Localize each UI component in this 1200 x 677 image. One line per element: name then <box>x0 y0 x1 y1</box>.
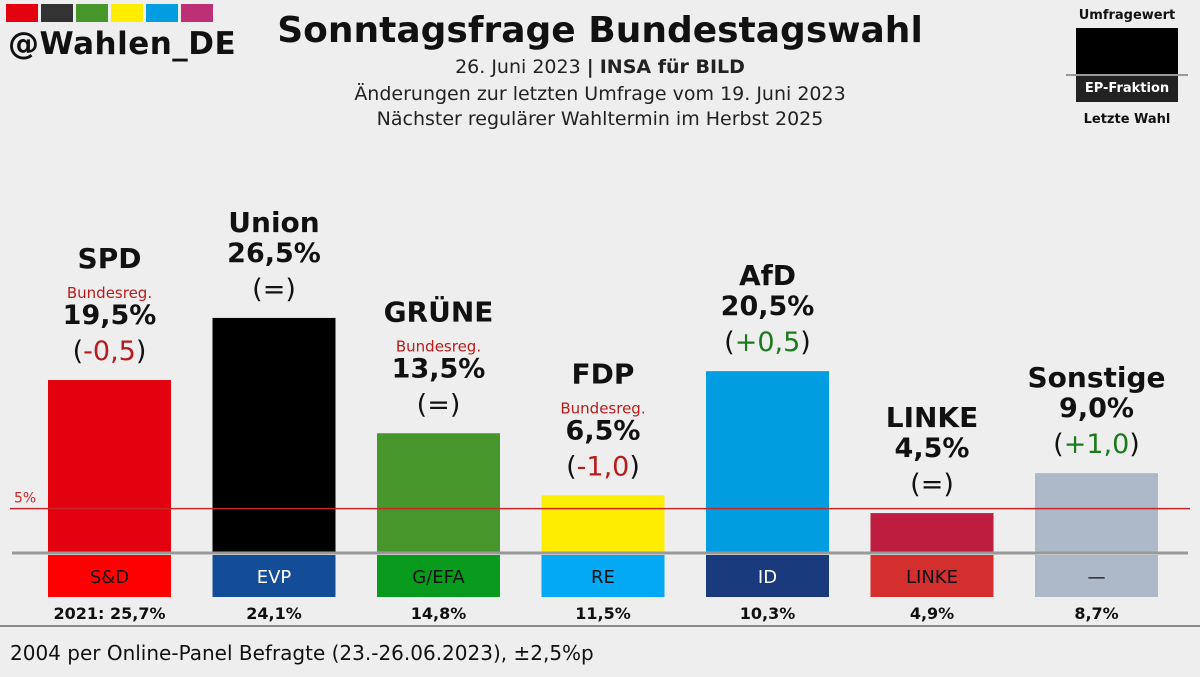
bar-0 <box>48 380 171 553</box>
party-name: LINKE <box>886 401 979 434</box>
bar-2 <box>377 433 500 553</box>
legend-last-election-label: Letzte Wahl <box>1083 112 1171 127</box>
sample-info: 2004 per Online-Panel Befragte (23.-26.0… <box>10 641 594 665</box>
poll-date-line: 26. Juni 2023 | INSA für BILD <box>0 56 1200 78</box>
bar-5 <box>870 513 994 553</box>
legend-divider <box>1066 74 1188 76</box>
change-label: (-0,5) <box>73 336 147 367</box>
brand-stripe <box>111 4 143 22</box>
ep-group-box <box>48 555 171 597</box>
bar-1 <box>212 317 336 553</box>
value-label: 20,5% <box>721 291 815 322</box>
brand-stripe <box>41 4 73 22</box>
government-label: Bundesreg. <box>396 337 481 355</box>
change-label: (=) <box>910 469 954 500</box>
ep-group-box <box>541 555 665 597</box>
value-label: 6,5% <box>566 415 641 446</box>
separator: | <box>586 56 594 78</box>
legend-ep-group-label: EP-Fraktion <box>1076 76 1178 102</box>
last-election-label: 2021: 25,7% <box>53 604 165 623</box>
last-election-label: 4,9% <box>910 604 954 623</box>
ep-group-box <box>706 555 829 597</box>
value-label: 13,5% <box>392 353 486 384</box>
change-label: (+1,0) <box>1053 429 1140 460</box>
change-label: (+0,5) <box>724 327 811 358</box>
ep-group-label: S&D <box>90 567 129 588</box>
footer: 2004 per Online-Panel Befragte (23.-26.0… <box>0 625 1200 677</box>
value-label: 19,5% <box>63 300 157 331</box>
brand-color-stripes <box>6 4 213 22</box>
government-label: Bundesreg. <box>67 284 152 302</box>
last-election-label: 8,7% <box>1074 604 1118 623</box>
legend-bar-swatch <box>1076 28 1178 74</box>
brand-stripe <box>146 4 178 22</box>
brand-stripe <box>76 4 108 22</box>
ep-group-box <box>212 555 336 597</box>
last-election-label: 14,8% <box>411 604 467 623</box>
account-handle: @Wahlen_DE <box>8 26 237 62</box>
ep-group-label: EVP <box>257 567 292 588</box>
bar-6 <box>1035 473 1158 553</box>
ep-group-box <box>1035 555 1158 597</box>
party-name: FDP <box>572 357 635 390</box>
change-label: (-1,0) <box>566 451 640 482</box>
change-label: (=) <box>252 274 296 305</box>
bar-4 <box>706 371 829 553</box>
poll-date: 26. Juni 2023 <box>455 56 581 78</box>
change-label: (=) <box>417 389 461 420</box>
value-label: 26,5% <box>227 238 321 269</box>
party-name: Union <box>228 206 319 239</box>
ep-group-label: ID <box>758 567 777 588</box>
bar-3 <box>541 495 665 553</box>
party-name: GRÜNE <box>384 294 494 328</box>
threshold-label: 5% <box>14 491 36 507</box>
poll-institute: INSA für BILD <box>599 56 745 78</box>
ep-group-box <box>870 555 994 597</box>
ep-group-box <box>377 555 500 597</box>
government-label: Bundesreg. <box>560 399 645 417</box>
last-election-label: 24,1% <box>246 604 302 623</box>
legend-poll-value-label: Umfragewert <box>1078 8 1176 23</box>
party-name: SPD <box>78 242 142 275</box>
last-election-label: 10,3% <box>740 604 796 623</box>
party-name: AfD <box>739 259 796 292</box>
ep-group-label: LINKE <box>906 567 958 588</box>
party-name: Sonstige <box>1027 361 1165 394</box>
brand-stripe <box>6 4 38 22</box>
brand-stripe <box>181 4 213 22</box>
ep-group-label: — <box>1088 567 1106 588</box>
chart-title: Sonntagsfrage Bundestagswahl <box>277 10 923 51</box>
value-label: 9,0% <box>1059 393 1134 424</box>
ep-group-label: G/EFA <box>412 567 465 588</box>
change-reference-line: Änderungen zur letzten Umfrage vom 19. J… <box>354 83 846 105</box>
ep-group-label: RE <box>591 567 615 588</box>
last-election-label: 11,5% <box>575 604 631 623</box>
next-election-line: Nächster regulärer Wahltermin im Herbst … <box>376 108 824 130</box>
value-label: 4,5% <box>895 433 970 464</box>
